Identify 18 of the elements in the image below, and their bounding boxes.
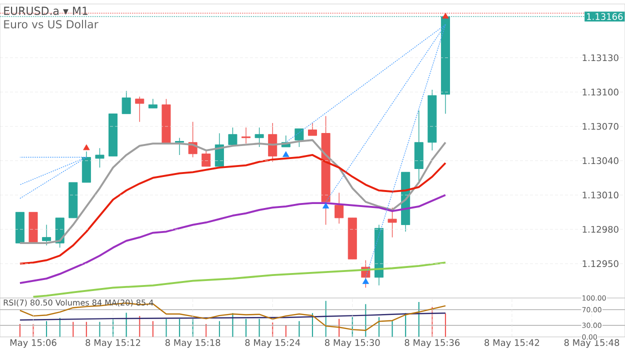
x-tick-label: 8 May 15:30 bbox=[325, 339, 380, 348]
x-tick-label: 8 May 15:42 bbox=[484, 339, 540, 348]
chart-title: EURUSD.a ▾ M1 bbox=[4, 6, 88, 15]
y-tick-label: 1.13100 bbox=[582, 88, 618, 96]
y-tick-label: 1.13070 bbox=[582, 122, 618, 130]
x-tick-label: May 15:06 bbox=[10, 339, 56, 348]
x-tick-label: 8 May 15:12 bbox=[86, 339, 140, 348]
y-tick-label: 1.12950 bbox=[582, 260, 618, 268]
x-tick-label: 8 May 15:18 bbox=[165, 339, 220, 348]
y-tick-label: 1.12980 bbox=[582, 226, 618, 233]
ref-line-label: 1.13166 bbox=[587, 13, 623, 20]
x-tick-label: 8 May 15:48 bbox=[564, 339, 620, 348]
text: Euro vs US Dollar bbox=[4, 20, 98, 28]
y-tick-label: 1.13040 bbox=[582, 157, 618, 164]
y-tick-label: 1.13130 bbox=[582, 54, 618, 62]
y-tick-label: 1.13010 bbox=[582, 192, 618, 198]
x-tick-label: 8 May 15:24 bbox=[245, 339, 300, 348]
x-tick-label: 8 May 15:36 bbox=[404, 339, 460, 348]
